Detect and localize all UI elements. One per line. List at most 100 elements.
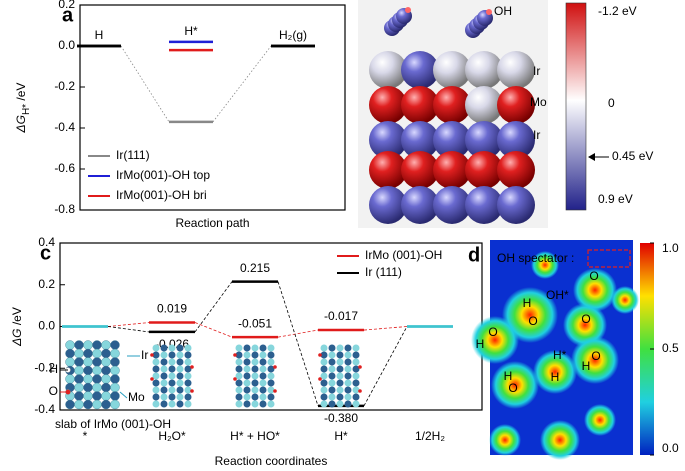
category-label: H₂(g)	[279, 28, 307, 42]
atom	[259, 372, 267, 380]
atom	[65, 348, 75, 359]
value-label: -0.380	[324, 411, 358, 425]
atom	[168, 358, 176, 366]
atom	[83, 365, 93, 376]
atom	[152, 372, 160, 380]
atom	[344, 393, 352, 401]
atom	[101, 391, 111, 401]
atom	[83, 340, 93, 350]
atom	[344, 379, 352, 387]
atom	[65, 357, 75, 367]
value-label: 0.215	[240, 261, 270, 275]
atom	[101, 348, 111, 359]
sphere	[433, 51, 471, 89]
atom	[344, 351, 352, 359]
atom	[83, 399, 93, 410]
atom	[74, 382, 84, 393]
density-blob	[611, 286, 639, 314]
atom	[259, 358, 267, 366]
sphere	[433, 86, 471, 124]
atom-label: H	[476, 337, 485, 351]
x-tick-label: 1/2H₂	[415, 429, 445, 443]
atom	[251, 365, 259, 373]
atom	[74, 340, 84, 350]
atom	[336, 393, 344, 401]
connector	[363, 326, 408, 331]
atom	[235, 351, 243, 359]
atom	[336, 351, 344, 359]
y-label-sub: H*	[21, 104, 32, 115]
atom	[352, 358, 360, 366]
adsorbate	[318, 377, 322, 381]
atom	[251, 400, 259, 408]
colorbar-label: -1.2 eV	[598, 4, 637, 18]
atom	[184, 372, 192, 380]
atom	[267, 393, 275, 401]
atom	[168, 372, 176, 380]
atom	[152, 358, 160, 366]
sphere	[497, 86, 535, 124]
annotation: slab of IrMo (001)-OH	[55, 417, 171, 431]
atom	[328, 344, 336, 352]
atom	[92, 365, 102, 376]
sphere	[369, 51, 407, 89]
atom-label: O	[528, 314, 537, 328]
atom	[176, 379, 184, 387]
connector	[107, 322, 150, 327]
atom	[235, 379, 243, 387]
panel-letter: c	[40, 242, 51, 264]
y-tick-label: 0.0	[38, 319, 55, 333]
atom	[74, 357, 84, 367]
atom	[176, 365, 184, 373]
atom	[235, 372, 243, 380]
atom	[336, 372, 344, 380]
arrow-head	[588, 153, 595, 161]
atom	[251, 344, 259, 352]
x-axis-label: Reaction coordinates	[215, 454, 328, 468]
sphere	[401, 186, 439, 224]
atom	[267, 372, 275, 380]
atom-label: H	[523, 296, 532, 310]
atom	[320, 379, 328, 387]
atom	[176, 393, 184, 401]
atom-label: O	[591, 349, 600, 363]
adsorbate	[273, 389, 277, 393]
atom	[336, 358, 344, 366]
atom	[251, 393, 259, 401]
atom	[176, 400, 184, 408]
atom	[168, 365, 176, 373]
atom	[176, 372, 184, 380]
atom	[160, 358, 168, 366]
sphere	[465, 121, 503, 159]
atom	[243, 400, 251, 408]
atom	[328, 379, 336, 387]
atom	[160, 379, 168, 387]
atom	[320, 386, 328, 394]
atom	[235, 358, 243, 366]
atom	[259, 344, 267, 352]
atom	[352, 393, 360, 401]
y-tick-label: 0.4	[38, 235, 55, 249]
colorbar-label: 0.5	[662, 341, 679, 355]
atom	[101, 382, 111, 393]
y-tick-label: -0.2	[34, 360, 55, 374]
density-blob	[573, 268, 617, 312]
atom	[168, 386, 176, 394]
annotation: Ir	[141, 348, 148, 362]
y-axis-label: ΔGH* /eV	[14, 83, 31, 134]
atom	[184, 393, 192, 401]
label: OH*	[546, 288, 569, 302]
h-sphere	[405, 7, 411, 13]
atom	[328, 372, 336, 380]
connector	[194, 281, 233, 333]
sphere	[369, 151, 407, 189]
atom-label: H	[551, 370, 560, 384]
sphere	[497, 186, 535, 224]
atom	[184, 386, 192, 394]
x-tick-label: *	[83, 429, 88, 443]
density-blob	[533, 350, 577, 394]
atom-label: O	[581, 312, 590, 326]
atom	[110, 399, 120, 410]
atom	[243, 393, 251, 401]
